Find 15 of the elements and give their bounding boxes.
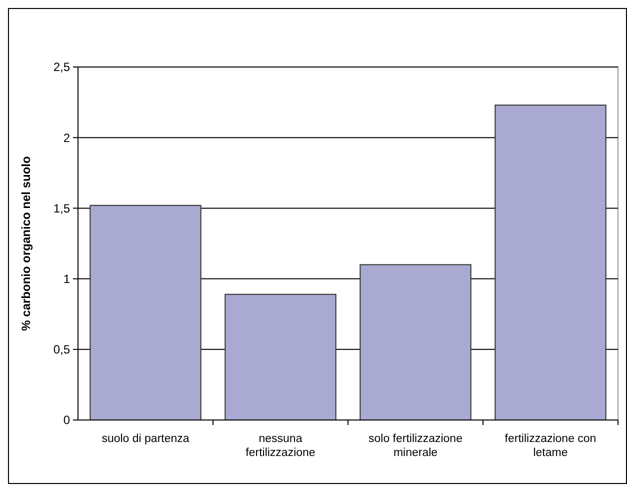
bar (360, 264, 472, 420)
y-tick-label: 0,5 (53, 342, 70, 357)
y-axis-title: % carbonio organico nel suolo (19, 156, 33, 331)
bar (224, 294, 336, 420)
x-tick-label: solo fertilizzazione minerale (368, 433, 462, 459)
x-tick-label: suolo di partenza (102, 433, 190, 445)
y-tick-label: 2,5 (53, 60, 70, 74)
x-tick-label: nessuna fertilizzazione (246, 433, 316, 459)
y-tick-label: 0 (63, 413, 70, 428)
bar (494, 104, 606, 420)
bar (90, 204, 202, 420)
y-tick-label: 2 (63, 130, 70, 145)
x-tick-label: fertilizzazione con letame (504, 433, 596, 459)
y-tick-label: 1,5 (53, 201, 70, 216)
y-tick-label: 1 (63, 272, 70, 286)
